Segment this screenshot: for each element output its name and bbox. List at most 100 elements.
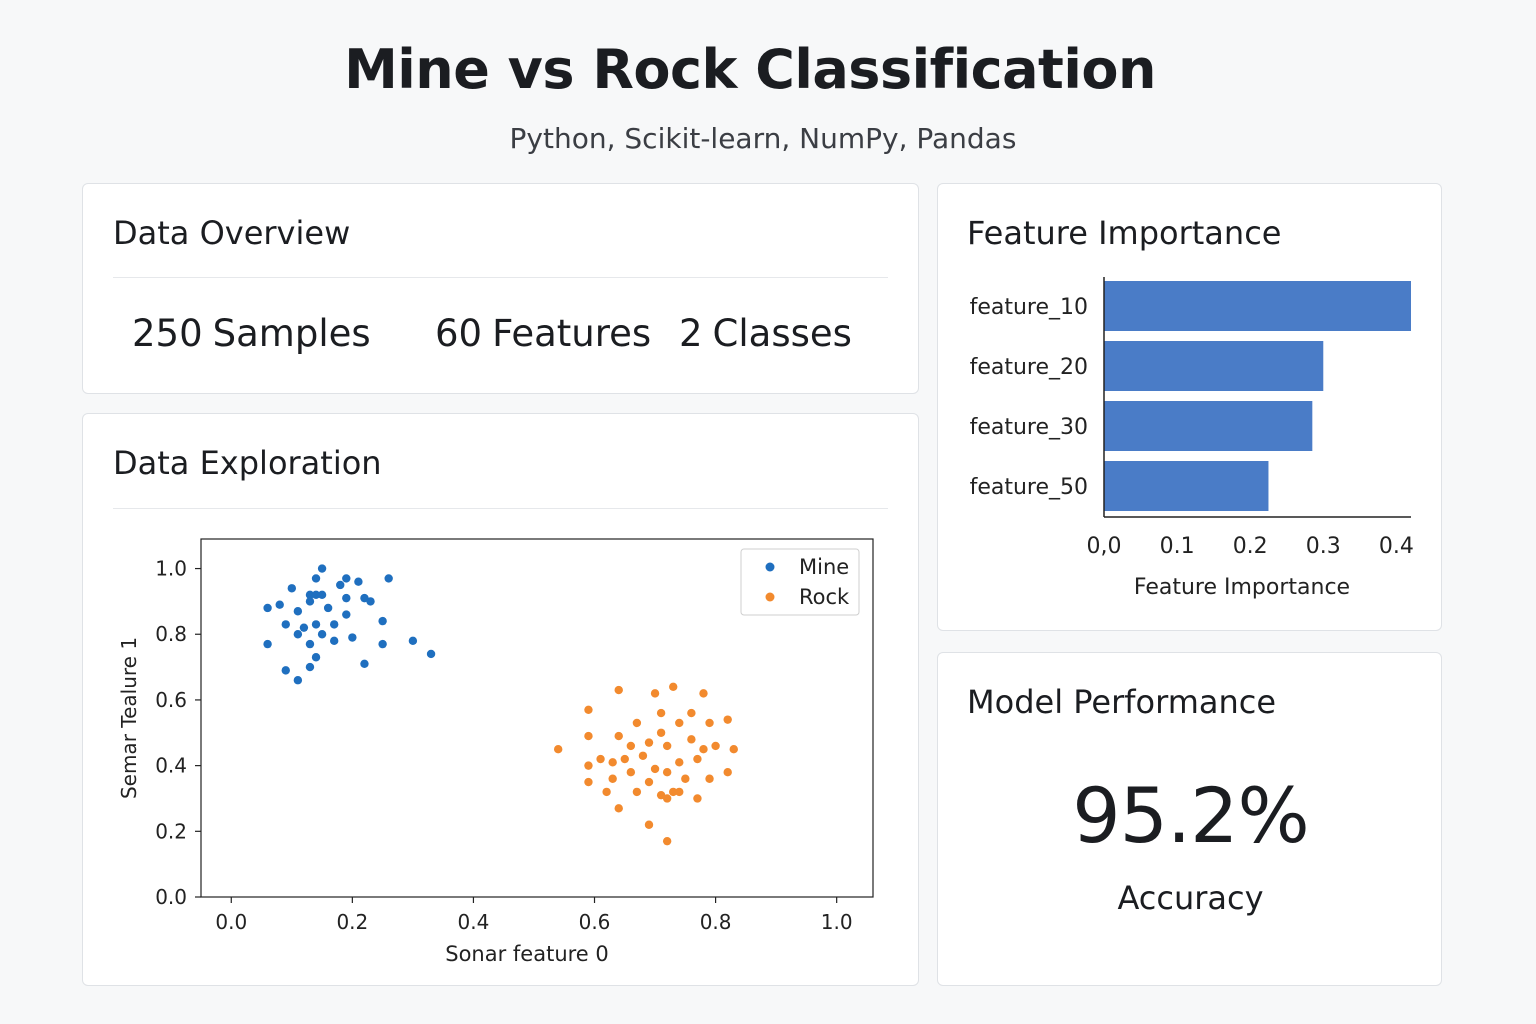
y-tick-label: 0.0 (155, 885, 187, 909)
point-mine (426, 649, 436, 659)
point-mine (299, 623, 309, 632)
feature-importance-title: Feature Importance (967, 214, 1282, 252)
point-rock (614, 731, 623, 741)
point-rock (656, 728, 666, 737)
page-title: Mine vs Rock Classification (344, 38, 1156, 101)
point-mine (311, 590, 321, 600)
point-rock (693, 754, 702, 764)
accuracy-label: Accuracy (1117, 879, 1264, 917)
feature-importance-chart: feature_10 feature_20 feature_30 feature_50… (970, 277, 1414, 600)
point-rock (632, 787, 642, 797)
point-rock (693, 794, 702, 803)
stat-features: 60 Features (435, 312, 651, 355)
point-rock (620, 754, 629, 764)
stat-classes-label: Classes (712, 312, 852, 355)
point-mine (281, 666, 290, 675)
y-tick-label: 0.6 (155, 688, 187, 712)
x-tick-label: 0,0 (1087, 534, 1122, 559)
point-rock (723, 767, 732, 777)
accuracy-value: 95.2% (1072, 771, 1309, 860)
point-mine (323, 603, 333, 613)
point-rock (656, 708, 666, 718)
y-axis-label: Semar Tealure 1 (117, 637, 141, 799)
data-overview-card: Data Overview 250 Samples 60 Features 2 Cla… (82, 183, 919, 394)
scatter-chart: 0.0 0.2 0.4 0.6 0.8 1.0 0.0 0.2 0.4 0.6 0.8 1.0 Son… (117, 538, 874, 966)
point-mine (317, 630, 327, 639)
point-rock (608, 774, 617, 783)
point-mine (329, 620, 339, 629)
point-rock (729, 745, 738, 754)
point-mine (360, 659, 369, 669)
point-mine (317, 590, 327, 600)
stat-features-value: 60 (435, 312, 483, 355)
point-mine (311, 620, 321, 629)
point-rock (644, 777, 654, 787)
point-mine (275, 600, 284, 609)
point-rock (687, 735, 696, 744)
bar-feature-20 (1104, 341, 1324, 391)
point-mine (408, 636, 418, 646)
point-mine (293, 676, 303, 685)
x-axis-label: Feature Importance (1134, 575, 1350, 600)
x-tick-label: 0.1 (1160, 534, 1195, 559)
point-rock (669, 787, 678, 797)
x-tick-label: 0.6 (579, 910, 611, 934)
point-rock (723, 715, 732, 724)
point-mine (263, 639, 272, 649)
point-rock (626, 741, 636, 751)
point-mine (342, 574, 351, 583)
point-rock (662, 836, 672, 846)
point-mine (305, 597, 315, 606)
stat-classes-value: 2 (679, 312, 703, 355)
legend-marker-rock (765, 592, 775, 602)
legend: Mine Rock (740, 548, 860, 616)
point-rock (687, 708, 696, 718)
point-rock (650, 764, 660, 774)
legend-label-rock: Rock (799, 585, 850, 609)
point-rock (675, 758, 684, 767)
bar-feature-10 (1104, 281, 1411, 331)
bar-category-label: feature_20 (970, 355, 1088, 380)
point-mine (305, 639, 315, 649)
stat-samples-label: Samples (212, 312, 371, 355)
point-rock (632, 718, 642, 728)
divider (113, 277, 888, 278)
data-exploration-title: Data Exploration (113, 444, 382, 482)
page-subtitle: Python, Scikit-learn, NumPy, Pandas (509, 122, 1017, 155)
point-mine (342, 593, 351, 603)
point-rock (602, 787, 611, 797)
x-tick-label: 0.2 (336, 910, 368, 934)
point-rock (626, 767, 636, 777)
point-rock (638, 751, 648, 760)
bar-category-label: feature_10 (970, 295, 1088, 320)
x-axis-label: Sonar feature 0 (445, 942, 609, 966)
point-rock (584, 731, 593, 741)
legend-label-mine: Mine (799, 555, 849, 579)
bar-category-label: feature_50 (970, 475, 1088, 500)
point-mine (263, 603, 272, 613)
point-rock (608, 758, 617, 767)
point-mine (329, 636, 339, 646)
point-rock (705, 718, 714, 728)
point-mine (384, 574, 393, 583)
point-rock (699, 745, 708, 754)
point-mine (342, 610, 351, 619)
x-tick-label: 0.3 (1306, 534, 1341, 559)
point-rock (644, 738, 654, 747)
data-exploration-card: Data Exploration 0.0 0.2 0.4 0.6 0.8 1.0 0.0 0.… (82, 413, 919, 986)
point-mine (317, 564, 327, 573)
point-mine (305, 590, 315, 600)
y-tick-label: 0.2 (155, 819, 187, 843)
point-rock (650, 689, 660, 698)
x-tick-label: 1.0 (821, 910, 853, 934)
point-rock (584, 705, 593, 714)
point-mine (336, 580, 345, 590)
x-tick-label: 0.8 (700, 910, 732, 934)
bar-feature-30 (1104, 401, 1313, 451)
x-tick-label: 0.0 (215, 910, 247, 934)
point-rock (669, 682, 678, 691)
stat-samples: 250 Samples (132, 312, 371, 355)
point-rock (596, 754, 605, 764)
stat-samples-value: 250 (132, 312, 203, 355)
